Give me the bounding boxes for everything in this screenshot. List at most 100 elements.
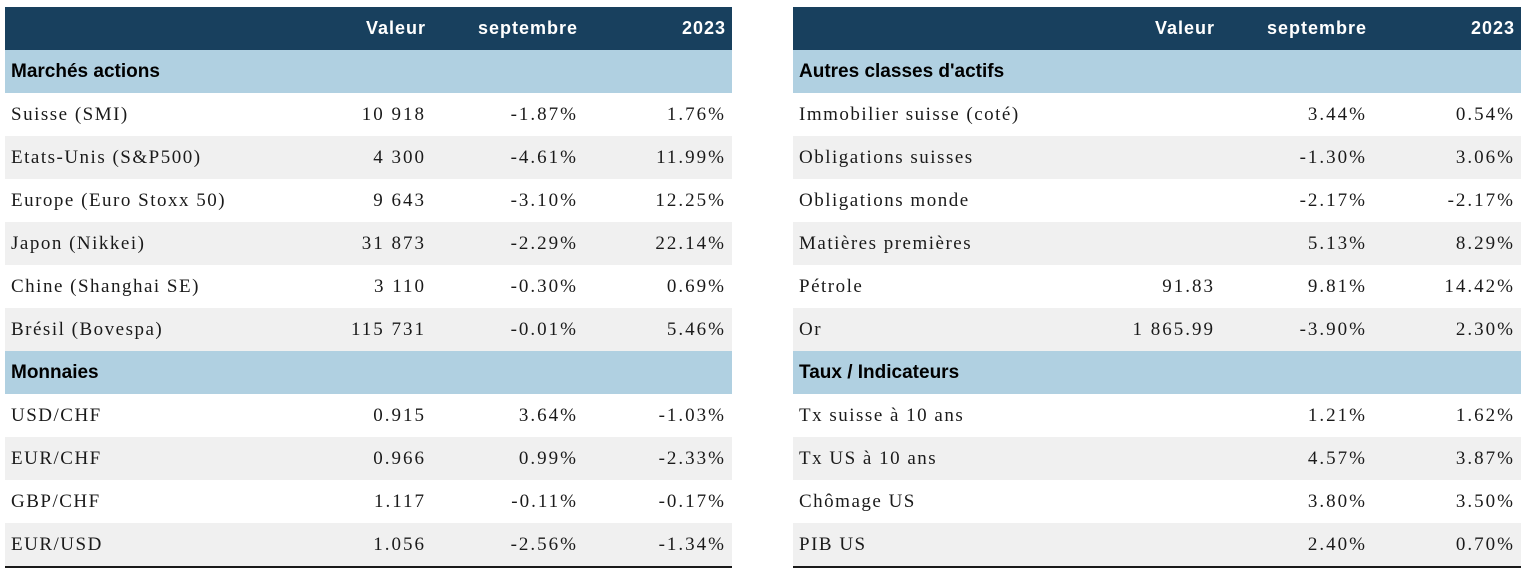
header-2023: 2023	[584, 7, 732, 50]
row-valeur: 9 643	[373, 189, 426, 211]
table-row: GBP/CHF 1.117 -0.11% -0.17%	[5, 480, 732, 523]
row-2023: -1.34%	[584, 523, 732, 568]
table-row: Or 1 865.99 -3.90% 2.30%	[793, 308, 1521, 351]
section-header-monnaies: Monnaies	[5, 351, 732, 394]
left-market-table: Valeur septembre 2023 Marchés actions Su…	[5, 7, 732, 568]
table-row: Pétrole 91.83 9.81% 14.42%	[793, 265, 1521, 308]
table-row: Matières premières 5.13% 8.29%	[793, 222, 1521, 265]
table-row: EUR/USD 1.056 -2.56% -1.34%	[5, 523, 732, 568]
row-label: Brésil (Bovespa)	[5, 308, 305, 351]
table-row: Tx suisse à 10 ans 1.21% 1.62%	[793, 394, 1521, 437]
row-septembre: -2.17%	[1299, 189, 1367, 211]
table-row: PIB US 2.40% 0.70%	[793, 523, 1521, 568]
row-valeur	[1093, 222, 1221, 265]
row-label: EUR/USD	[5, 523, 305, 568]
row-2023: 14.42%	[1444, 275, 1515, 297]
row-2023: 0.70%	[1373, 523, 1521, 568]
table-row: Tx US à 10 ans 4.57% 3.87%	[793, 437, 1521, 480]
row-2023: 11.99%	[584, 136, 732, 179]
row-valeur: 0.966	[305, 437, 432, 480]
row-2023: 0.69%	[666, 275, 726, 297]
row-septembre: 4.57%	[1221, 437, 1373, 480]
row-septembre: -3.10%	[510, 189, 578, 211]
row-septembre: 3.44%	[1307, 103, 1367, 125]
row-2023: -0.17%	[658, 490, 726, 512]
table-row: Chômage US 3.80% 3.50%	[793, 480, 1521, 523]
section-title: Monnaies	[5, 351, 732, 394]
table-row: Japon (Nikkei) 31 873 -2.29% 22.14%	[5, 222, 732, 265]
row-2023: 3.06%	[1373, 136, 1521, 179]
row-label: Chômage US	[799, 490, 916, 512]
row-valeur: 3 110	[373, 275, 426, 297]
row-label: Europe (Euro Stoxx 50)	[11, 189, 227, 211]
row-septembre: 0.99%	[432, 437, 584, 480]
row-2023: 8.29%	[1373, 222, 1521, 265]
table-header-row: Valeur septembre 2023	[5, 7, 732, 50]
row-septembre: 3.80%	[1307, 490, 1367, 512]
row-septembre: -4.61%	[432, 136, 584, 179]
row-2023: -1.03%	[658, 404, 726, 426]
row-septembre: 2.40%	[1221, 523, 1373, 568]
row-valeur: 0.915	[373, 404, 426, 426]
row-valeur: 31 873	[305, 222, 432, 265]
row-label: Pétrole	[799, 275, 864, 297]
table-row: Suisse (SMI) 10 918 -1.87% 1.76%	[5, 93, 732, 136]
row-valeur	[1093, 136, 1221, 179]
row-label: Chine (Shanghai SE)	[11, 275, 200, 297]
row-label: Tx US à 10 ans	[793, 437, 1093, 480]
section-title: Autres classes d'actifs	[793, 50, 1521, 93]
table-row: EUR/CHF 0.966 0.99% -2.33%	[5, 437, 732, 480]
row-2023: 0.54%	[1455, 103, 1515, 125]
row-valeur: 115 731	[305, 308, 432, 351]
row-label: Tx suisse à 10 ans	[799, 404, 965, 426]
row-label: Obligations suisses	[793, 136, 1093, 179]
row-valeur: 1.117	[373, 490, 426, 512]
section-header-autres-classes: Autres classes d'actifs	[793, 50, 1521, 93]
row-septembre: 1.21%	[1307, 404, 1367, 426]
row-2023: 12.25%	[655, 189, 726, 211]
row-valeur	[1093, 437, 1221, 480]
row-2023: 3.50%	[1455, 490, 1515, 512]
row-2023: 1.76%	[666, 103, 726, 125]
table-row: Brésil (Bovespa) 115 731 -0.01% 5.46%	[5, 308, 732, 351]
row-septembre: -2.29%	[432, 222, 584, 265]
row-septembre: -2.56%	[432, 523, 584, 568]
table-row: Europe (Euro Stoxx 50) 9 643 -3.10% 12.2…	[5, 179, 732, 222]
row-valeur: 10 918	[361, 103, 426, 125]
row-2023: 1.62%	[1455, 404, 1515, 426]
row-valeur	[1093, 523, 1221, 568]
row-label: Japon (Nikkei)	[5, 222, 305, 265]
row-2023: 2.30%	[1373, 308, 1521, 351]
table-row: Obligations suisses -1.30% 3.06%	[793, 136, 1521, 179]
header-label-cell	[793, 7, 1093, 50]
row-septembre: -0.30%	[510, 275, 578, 297]
row-2023: 22.14%	[584, 222, 732, 265]
row-septembre: -1.87%	[510, 103, 578, 125]
row-valeur: 1 865.99	[1093, 308, 1221, 351]
section-title: Marchés actions	[5, 50, 732, 93]
row-septembre: -0.11%	[511, 490, 578, 512]
header-valeur: Valeur	[305, 7, 432, 50]
row-valeur	[1093, 394, 1221, 437]
row-septembre: -1.30%	[1221, 136, 1373, 179]
row-label: Obligations monde	[799, 189, 970, 211]
section-header-taux-indicateurs: Taux / Indicateurs	[793, 351, 1521, 394]
row-septembre: 5.13%	[1221, 222, 1373, 265]
row-2023: -2.33%	[584, 437, 732, 480]
row-valeur	[1093, 93, 1221, 136]
row-septembre: 3.64%	[518, 404, 578, 426]
row-label: PIB US	[793, 523, 1093, 568]
row-label: Etats-Unis (S&P500)	[5, 136, 305, 179]
row-2023: -2.17%	[1447, 189, 1515, 211]
row-2023: 3.87%	[1373, 437, 1521, 480]
header-valeur: Valeur	[1093, 7, 1221, 50]
row-valeur: 91.83	[1162, 275, 1215, 297]
header-label-cell	[5, 7, 305, 50]
header-septembre: septembre	[1221, 7, 1373, 50]
row-2023: 5.46%	[584, 308, 732, 351]
section-title: Taux / Indicateurs	[793, 351, 1521, 394]
row-valeur	[1093, 179, 1221, 222]
row-valeur: 1.056	[305, 523, 432, 568]
table-header-row: Valeur septembre 2023	[793, 7, 1521, 50]
